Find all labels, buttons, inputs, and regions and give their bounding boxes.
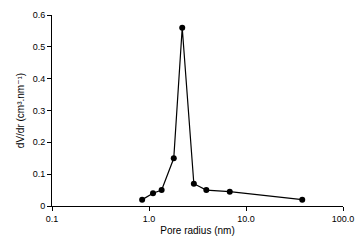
svg-text:0.6: 0.6 [33, 10, 46, 20]
svg-text:0.2: 0.2 [33, 137, 46, 147]
svg-text:dV/dr (cm³.nm⁻¹): dV/dr (cm³.nm⁻¹) [15, 73, 26, 148]
svg-text:0.1: 0.1 [46, 214, 59, 224]
svg-text:10.0: 10.0 [237, 214, 255, 224]
svg-text:1.0: 1.0 [143, 214, 156, 224]
svg-text:Pore radius (nm): Pore radius (nm) [160, 225, 234, 236]
svg-text:0: 0 [40, 201, 45, 211]
svg-text:0.3: 0.3 [33, 106, 46, 116]
svg-text:0.5: 0.5 [33, 42, 46, 52]
svg-text:0.4: 0.4 [33, 74, 46, 84]
svg-text:100.0: 100.0 [332, 214, 355, 224]
svg-text:0.1: 0.1 [33, 169, 46, 179]
